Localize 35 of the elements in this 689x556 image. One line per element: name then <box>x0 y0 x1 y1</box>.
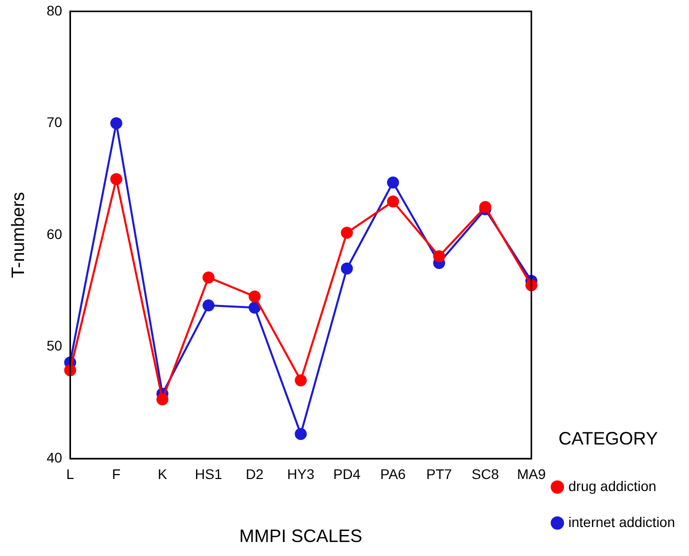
x-tick-label: SC8 <box>472 466 500 482</box>
x-tick-label: PA6 <box>380 466 406 482</box>
x-tick-label: D2 <box>246 466 264 482</box>
y-axis-title: T-numbers <box>8 192 28 278</box>
y-tick-label: 50 <box>46 338 62 354</box>
point <box>156 393 168 406</box>
point <box>248 302 261 314</box>
x-tick-label: HY3 <box>287 466 315 482</box>
x-axis-title: MMPI SCALES <box>239 526 362 546</box>
point <box>248 290 261 302</box>
point <box>433 250 446 262</box>
point <box>110 173 122 186</box>
y-tick-label: 70 <box>46 114 62 130</box>
point <box>294 374 307 386</box>
point <box>387 195 400 208</box>
point <box>202 271 215 284</box>
point <box>202 299 215 312</box>
point <box>110 117 122 130</box>
x-tick-label: HS1 <box>194 466 222 482</box>
y-tick-label: 60 <box>46 226 62 242</box>
y-tick-label: 80 <box>46 2 62 18</box>
point <box>340 262 353 275</box>
x-tick-label: F <box>112 466 121 482</box>
point <box>387 176 400 188</box>
legend-label: drug addiction <box>568 478 656 494</box>
y-tick-label: 40 <box>46 449 62 466</box>
x-tick-label: K <box>158 466 168 482</box>
legend-label: internet addiction <box>568 514 676 530</box>
x-tick-label: MA9 <box>516 466 546 482</box>
x-tick-label: PT7 <box>426 466 452 482</box>
x-tick-label: L <box>66 466 74 482</box>
point <box>340 226 353 239</box>
x-tick-label: PD4 <box>333 466 361 482</box>
legend-title: CATEGORY <box>558 428 658 448</box>
point <box>294 428 307 440</box>
